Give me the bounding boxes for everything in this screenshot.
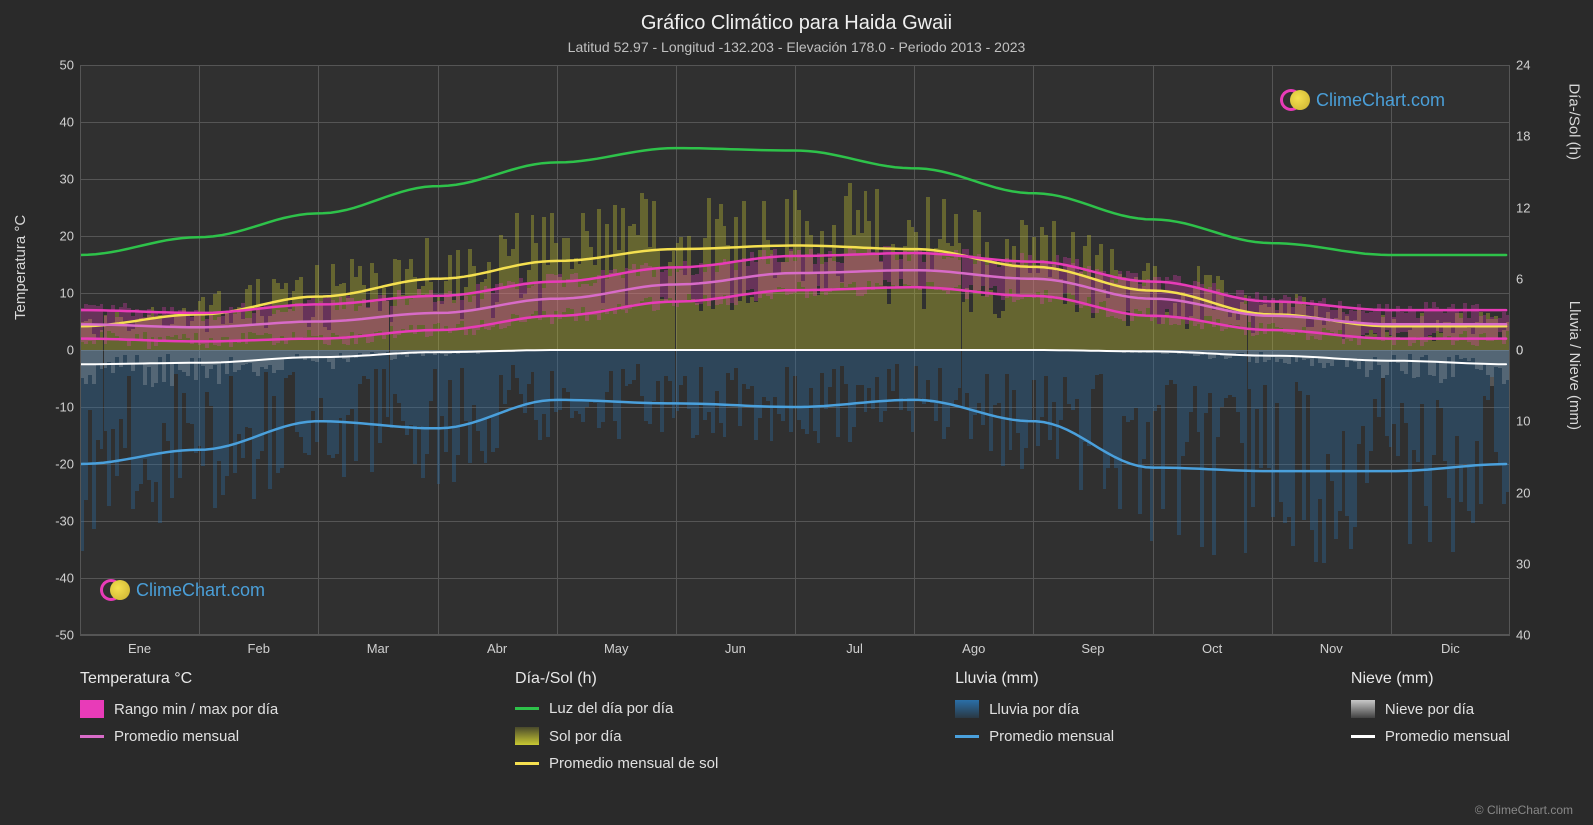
legend-item-snow-avg: Promedio mensual [1351,728,1510,745]
tick-right: 12 [1516,200,1530,215]
legend-col-rain: Lluvia (mm) Lluvia por día Promedio mens… [955,670,1114,772]
y-axis-right-top-label: Día-/Sol (h) [1566,83,1583,160]
tick-left: 50 [60,58,74,73]
tick-left: 10 [60,286,74,301]
chart-subtitle: Latitud 52.97 - Longitud -132.203 - Elev… [0,35,1593,55]
legend-item-temp-range: Rango min / max por día [80,700,278,718]
tick-month: Sep [1081,641,1104,656]
copyright: © ClimeChart.com [1475,803,1573,817]
tick-month: Ago [962,641,985,656]
legend-item-sun: Sol por día [515,727,718,745]
brand-logo-bottom: ClimeChart.com [100,575,265,605]
tick-right: 10 [1516,414,1530,429]
swatch-rain [955,700,979,718]
tick-month: Jun [725,641,746,656]
tick-month: Ene [128,641,151,656]
swatch-snow-avg [1351,735,1375,738]
legend-col-temp: Temperatura °C Rango min / max por día P… [80,670,278,772]
legend-label: Rango min / max por día [114,701,278,718]
tick-left: -10 [55,400,74,415]
legend-label: Promedio mensual de sol [549,755,718,772]
tick-right: 30 [1516,556,1530,571]
tick-left: -30 [55,514,74,529]
legend-header: Temperatura °C [80,670,278,688]
swatch-sun [515,727,539,745]
brand-icon [100,575,130,605]
legend-item-snow-daily: Nieve por día [1351,700,1510,718]
swatch-sun-avg [515,762,539,765]
legend-item-rain-daily: Lluvia por día [955,700,1114,718]
legend-item-temp-avg: Promedio mensual [80,728,278,745]
swatch-snow [1351,700,1375,718]
legend-label: Sol por día [549,728,622,745]
legend: Temperatura °C Rango min / max por día P… [80,670,1510,772]
legend-label: Lluvia por día [989,701,1079,718]
legend-label: Nieve por día [1385,701,1474,718]
tick-right: 40 [1516,628,1530,643]
y-axis-right-bottom-label: Lluvia / Nieve (mm) [1566,301,1583,430]
tick-month: Dic [1441,641,1460,656]
tick-left: -40 [55,571,74,586]
chart-container: Gráfico Climático para Haida Gwaii Latit… [0,0,1593,825]
legend-col-snow: Nieve (mm) Nieve por día Promedio mensua… [1351,670,1510,772]
legend-header: Nieve (mm) [1351,670,1510,688]
tick-month: Feb [248,641,270,656]
legend-header: Día-/Sol (h) [515,670,718,688]
tick-left: -50 [55,628,74,643]
chart-title: Gráfico Climático para Haida Gwaii [0,0,1593,35]
legend-label: Promedio mensual [114,728,239,745]
tick-left: 40 [60,115,74,130]
tick-right: 24 [1516,58,1530,73]
legend-col-daysun: Día-/Sol (h) Luz del día por día Sol por… [515,670,718,772]
tick-month: Abr [487,641,507,656]
legend-item-daylight: Luz del día por día [515,700,718,717]
tick-right: 0 [1516,343,1523,358]
brand-text: ClimeChart.com [136,580,265,601]
tick-left: 0 [67,343,74,358]
y-axis-left-label: Temperatura °C [12,215,29,320]
tick-month: Oct [1202,641,1222,656]
tick-left: 30 [60,172,74,187]
tick-right: 6 [1516,271,1523,286]
swatch-daylight [515,707,539,710]
legend-label: Luz del día por día [549,700,673,717]
tick-right: 20 [1516,485,1530,500]
legend-header: Lluvia (mm) [955,670,1114,688]
tick-month: May [604,641,629,656]
tick-left: 20 [60,229,74,244]
legend-item-sun-avg: Promedio mensual de sol [515,755,718,772]
brand-text: ClimeChart.com [1316,90,1445,111]
legend-item-rain-avg: Promedio mensual [955,728,1114,745]
legend-label: Promedio mensual [1385,728,1510,745]
tick-right: 18 [1516,129,1530,144]
tick-month: Nov [1320,641,1343,656]
legend-label: Promedio mensual [989,728,1114,745]
plot-inner: 50403020100-10-20-30-40-5024181260010203… [80,65,1510,635]
tick-month: Mar [367,641,389,656]
brand-logo-top: ClimeChart.com [1280,85,1445,115]
plot-area: 50403020100-10-20-30-40-5024181260010203… [80,65,1510,635]
brand-icon [1280,85,1310,115]
tick-left: -20 [55,457,74,472]
swatch-temp-avg [80,735,104,738]
swatch-temp-range [80,700,104,718]
tick-month: Jul [846,641,863,656]
swatch-rain-avg [955,735,979,738]
